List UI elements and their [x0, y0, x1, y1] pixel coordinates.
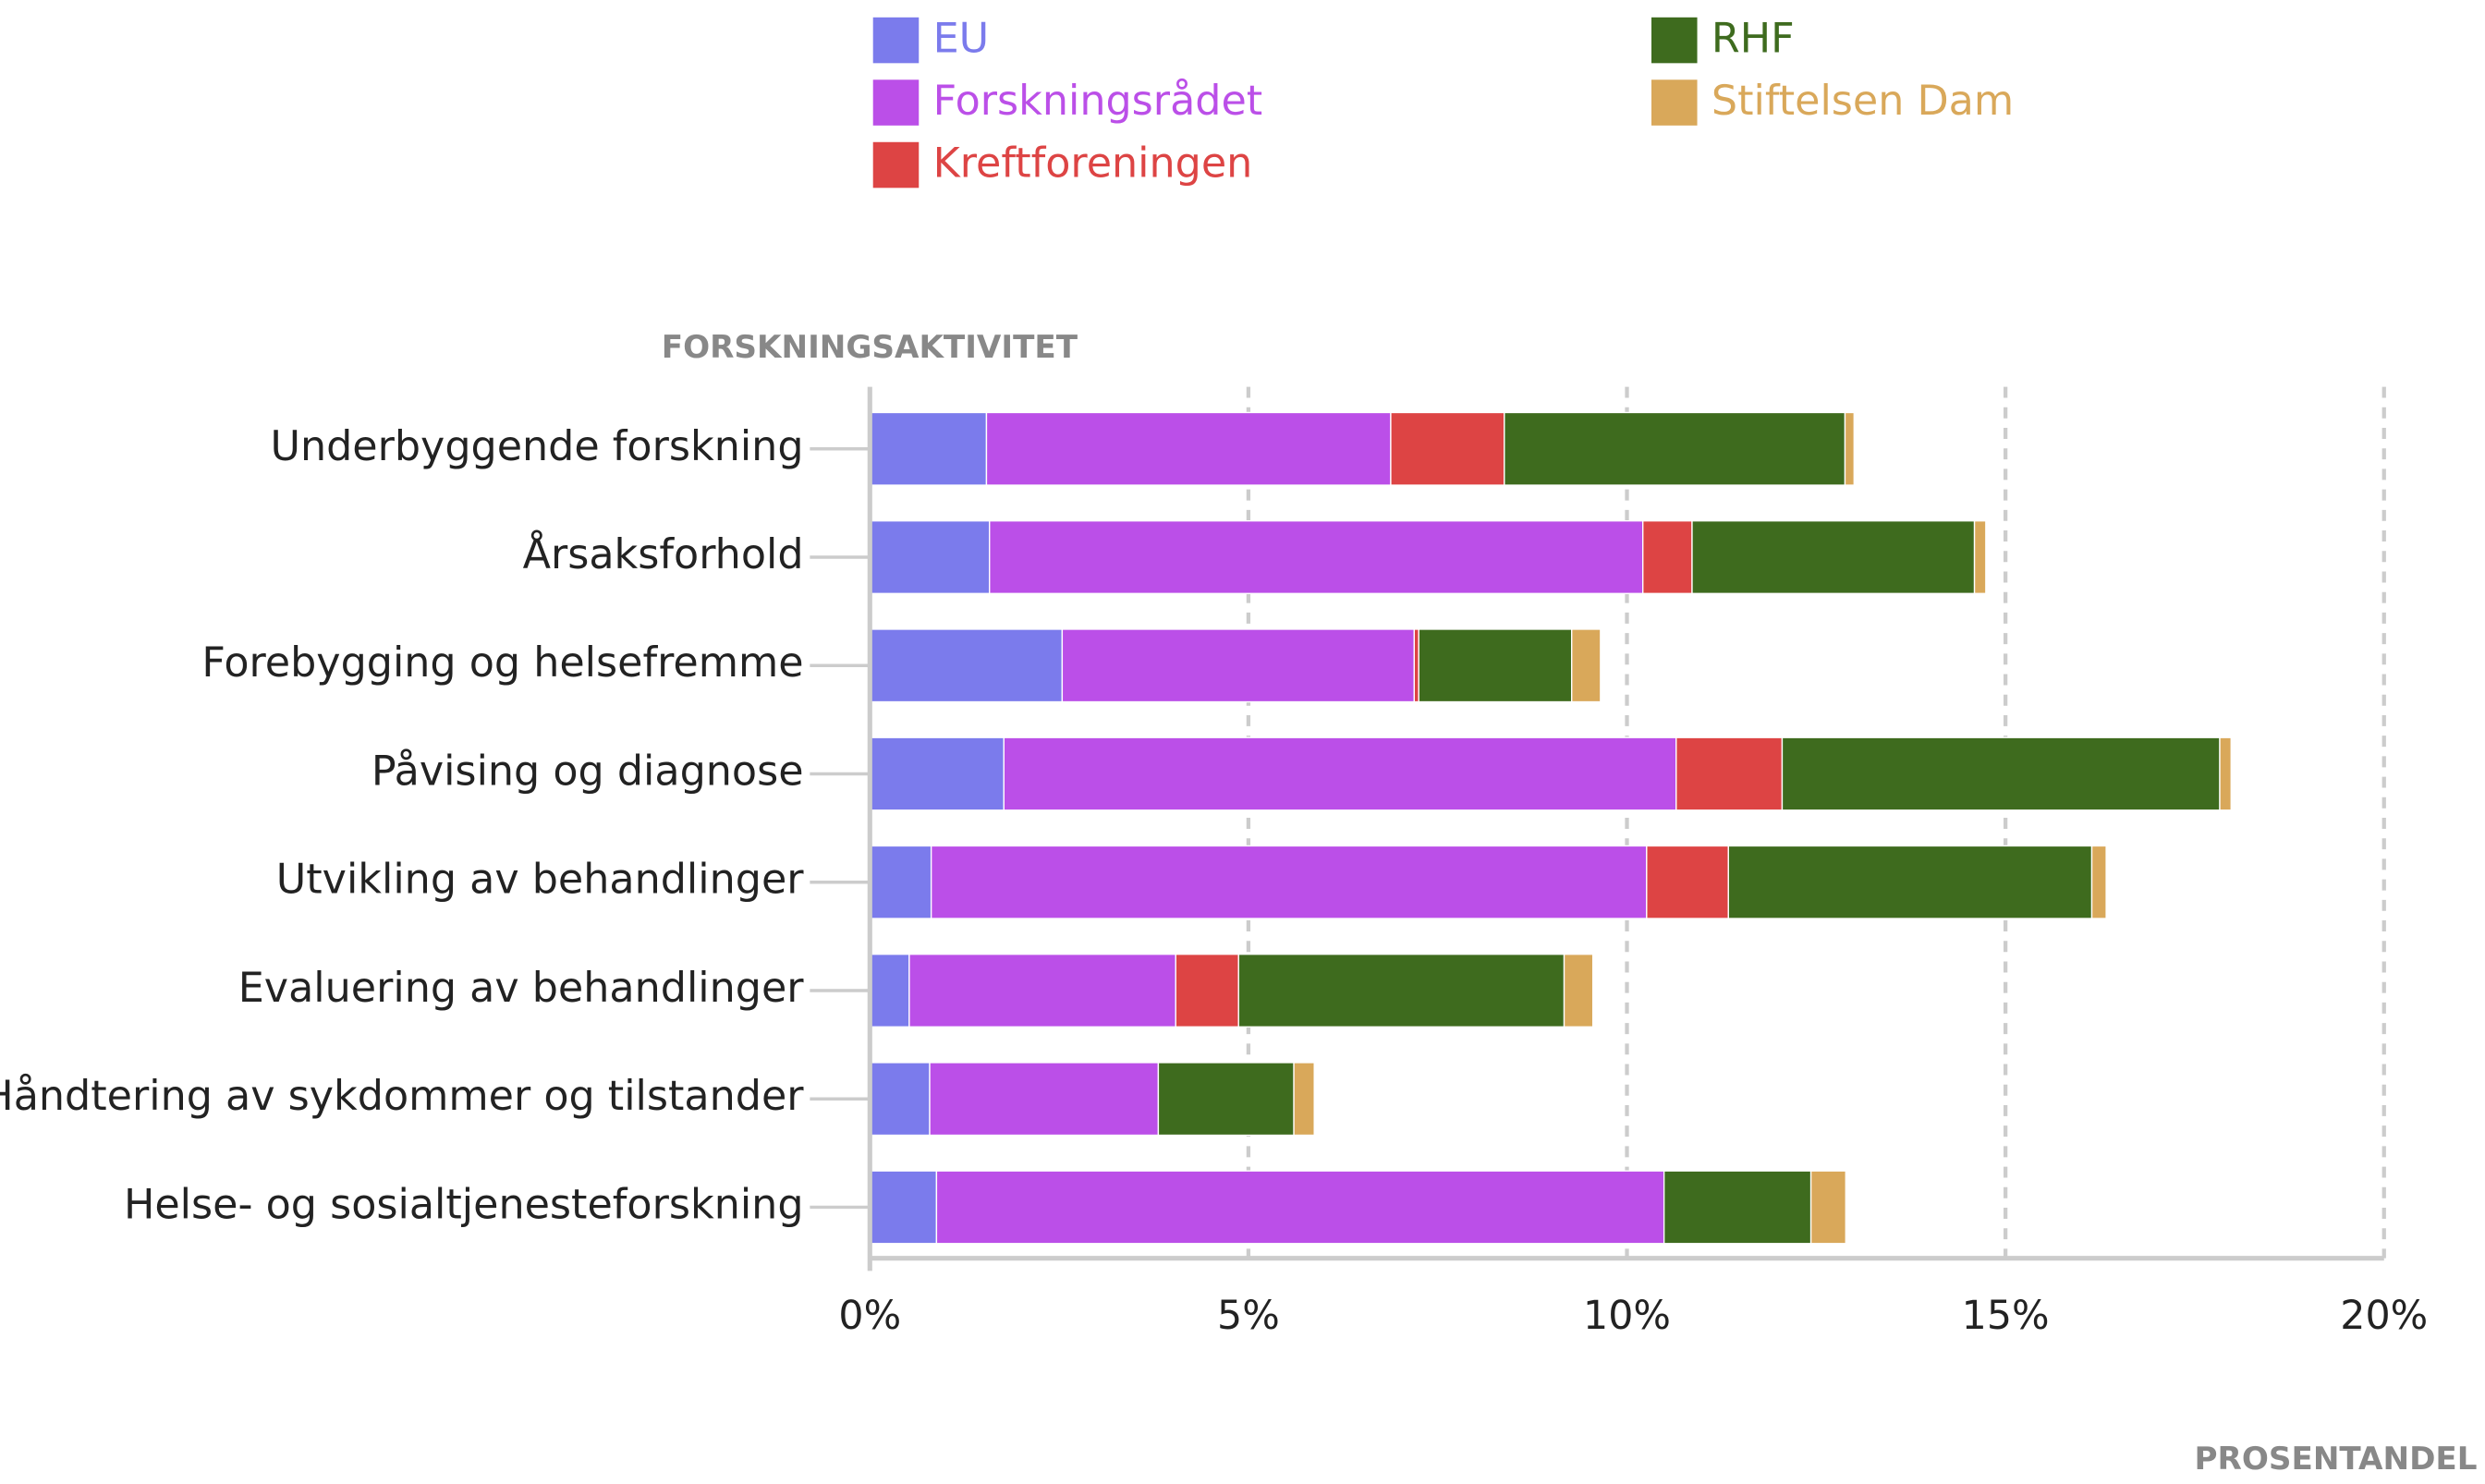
y-tick-label: Forebygging og helsefremme [201, 639, 803, 687]
bar-segment [869, 736, 1005, 811]
bar-segment [1973, 520, 1987, 594]
bar-segment [929, 1062, 1160, 1137]
bar-segment [1413, 628, 1419, 703]
legend-swatch [1651, 79, 1698, 126]
bar-segment [1663, 1170, 1812, 1245]
bar-segment [1571, 628, 1602, 703]
bar-segment [1646, 845, 1729, 919]
x-tick-label: 0% [838, 1293, 901, 1339]
legend-swatch [872, 141, 920, 189]
x-tick-label: 10% [1583, 1293, 1671, 1339]
legend-swatch [872, 79, 920, 126]
bar-segment [989, 520, 1644, 594]
bar-segment [869, 1062, 931, 1137]
y-tick-label: Påvising og diagnose [372, 748, 804, 795]
bar-segment [1675, 736, 1784, 811]
legend-label: Forskningsrådet [933, 78, 1263, 125]
bar-segment [869, 845, 932, 919]
x-tick-label: 5% [1217, 1293, 1280, 1339]
y-tick-label: Evaluering av behandlinger [238, 965, 805, 1012]
legend-label: Stiftelsen Dam [1711, 78, 2014, 125]
bar-segment [2219, 736, 2232, 811]
bar-segment [1781, 736, 2221, 811]
bar-segment [1727, 845, 2093, 919]
bar-segment [1563, 954, 1594, 1028]
y-tick-label: Underbyggende forskning [270, 423, 803, 470]
bar-segment [1390, 411, 1505, 486]
bar-segment [1175, 954, 1239, 1028]
bar-segment [908, 954, 1176, 1028]
bar-segment [985, 411, 1392, 486]
legend-swatch [1651, 17, 1698, 64]
bar-segment [1642, 520, 1693, 594]
x-axis-title: PROSENTANDEL [2195, 1441, 2478, 1478]
legend-swatch [872, 17, 920, 64]
bar-segment [930, 845, 1648, 919]
y-tick-label: Håndtering av sykdommer og tilstander [0, 1073, 804, 1120]
bar-segment [869, 628, 1064, 703]
legend-label: RHF [1711, 15, 1795, 62]
x-tick-label: 15% [1962, 1293, 2050, 1339]
y-axis-title: FORSKNINGSAKTIVITET [662, 329, 1078, 366]
legend-label: EU [933, 15, 990, 62]
x-tick-label: 20% [2340, 1293, 2428, 1339]
y-tick-label: Helse- og sosialtjenesteforskning [124, 1181, 804, 1228]
bar-segment [1504, 411, 1846, 486]
bar-segment [1293, 1062, 1315, 1137]
bar-segment [869, 1170, 938, 1245]
bar-segment [1809, 1170, 1846, 1245]
y-tick-label: Utvikling av behandlinger [276, 857, 804, 904]
bar-segment [869, 954, 910, 1028]
bar-segment [1844, 411, 1855, 486]
bar-segment [1157, 1062, 1295, 1137]
bar-segment [2090, 845, 2107, 919]
legend-label: Kreftforeningen [933, 140, 1253, 187]
bar-segment [869, 411, 988, 486]
bar-segment [869, 520, 991, 594]
bar-segment [1003, 736, 1677, 811]
bar-segment [1061, 628, 1416, 703]
bar-segment [1691, 520, 1976, 594]
bar-segment [935, 1170, 1665, 1245]
y-tick-label: Årsaksforhold [523, 529, 804, 578]
bar-segment [1237, 954, 1565, 1028]
bar-segment [1418, 628, 1573, 703]
